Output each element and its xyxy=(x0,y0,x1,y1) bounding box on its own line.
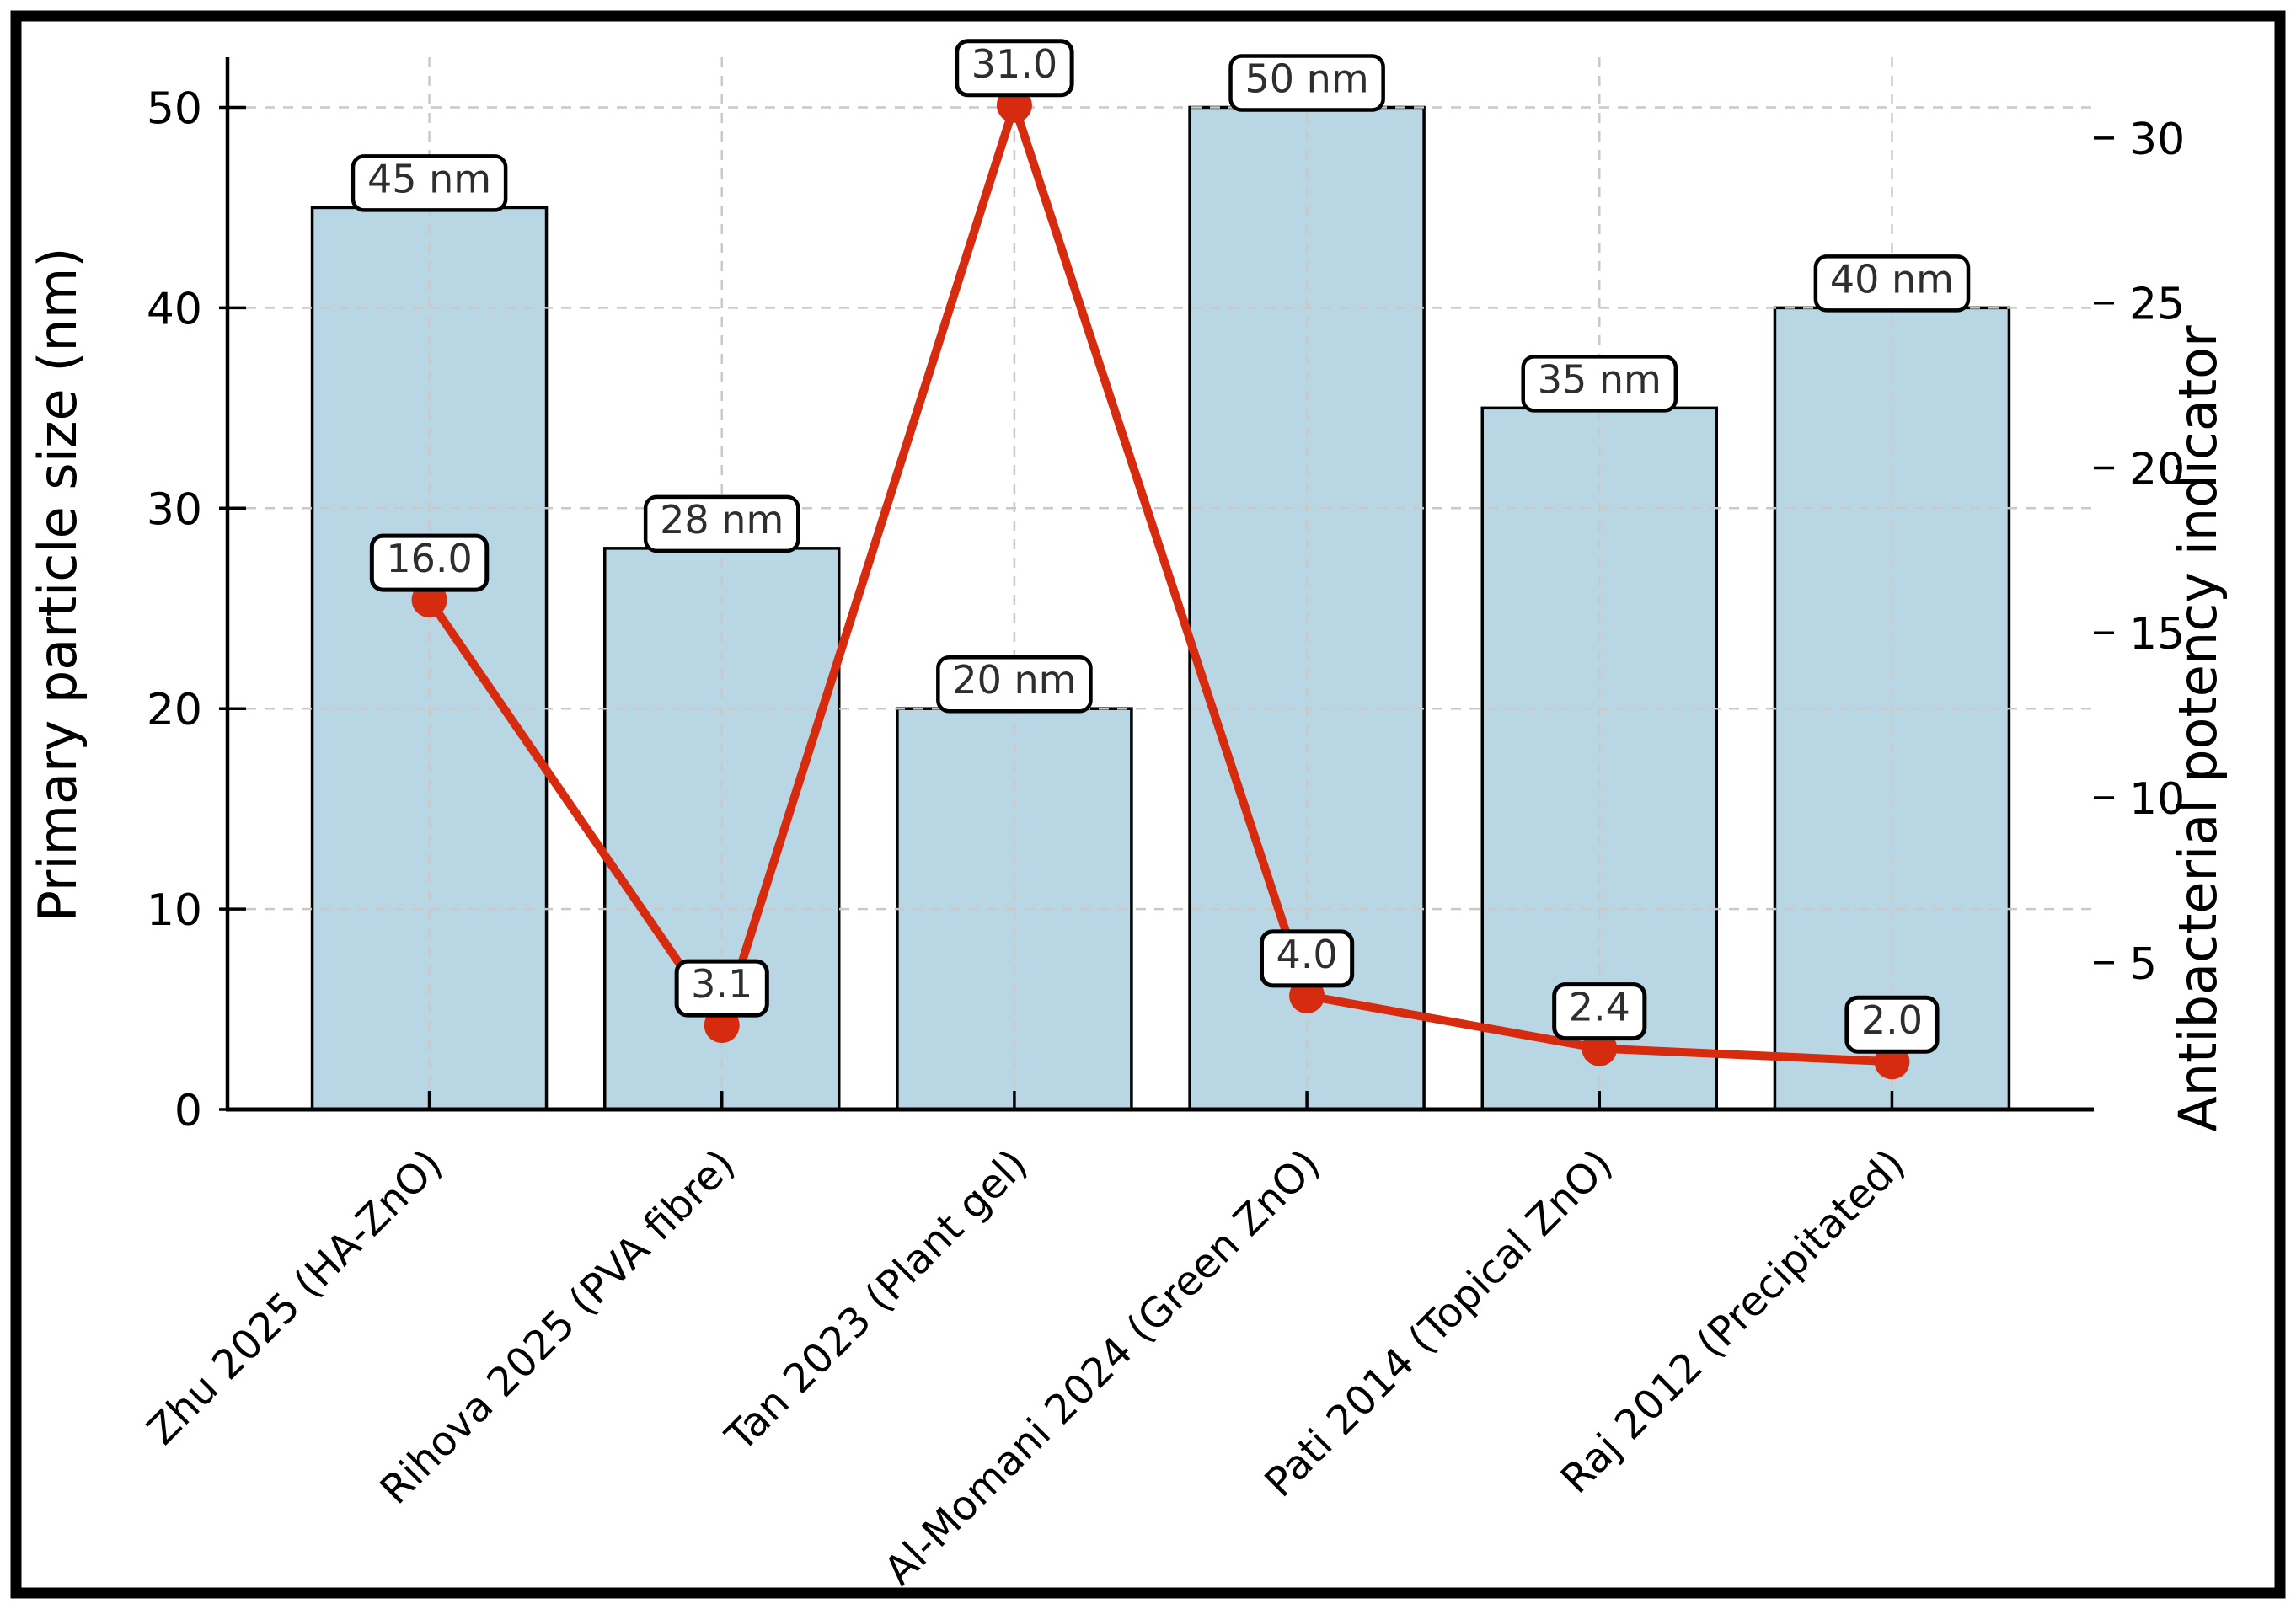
line-value-label-text: 4.0 xyxy=(1276,932,1338,977)
line-value-label-text: 2.4 xyxy=(1569,985,1630,1030)
left-axis-tick-label: 20 xyxy=(147,685,202,735)
value-labels-layer: 45 nm 28 nm 20 nm 50 nm 35 nm 40 nm 16.0 3.1 31.… xyxy=(351,39,1971,1054)
line-value-label-box xyxy=(1844,995,1940,1054)
bar-value-label-box xyxy=(1813,254,1971,313)
right-axis-tick-label: 25 xyxy=(2129,280,2185,330)
potency-line xyxy=(425,100,1897,1066)
right-axis-tick-label: 20 xyxy=(2129,444,2185,494)
bars-layer xyxy=(310,105,2011,1111)
bar-value-label-box xyxy=(1521,355,1678,413)
left-axis-tick-label: 30 xyxy=(147,484,202,535)
left-axis-title: Primary particle size (nm) xyxy=(27,248,88,922)
bar-value-label-text: 28 nm xyxy=(660,497,784,543)
bar-value-label-box xyxy=(643,494,800,553)
right-axis-tick-label: 5 xyxy=(2129,939,2157,990)
left-axis-tick-label: 50 xyxy=(147,83,202,134)
category-tick-label: Zhu 2025 (HA-ZnO) xyxy=(138,1141,452,1454)
line-value-label-text: 16.0 xyxy=(386,536,472,581)
line-value-label-box xyxy=(1552,982,1647,1041)
bar-value-label-text: 40 nm xyxy=(1830,256,1954,302)
line-value-label-box xyxy=(369,533,490,592)
bar-value-label-box xyxy=(1228,54,1385,112)
bar-value-label-text: 20 nm xyxy=(952,657,1076,703)
bar-value-label-text: 45 nm xyxy=(367,156,491,201)
category-tick-label: Pati 2014 (Topical ZnO) xyxy=(1255,1141,1621,1506)
right-axis-tick-label: 15 xyxy=(2129,609,2185,660)
bar-value-label-text: 50 nm xyxy=(1245,56,1369,101)
left-axis-tick-label: 0 xyxy=(174,1086,202,1136)
line-value-label-text: 3.1 xyxy=(691,961,752,1007)
line-value-label-text: 31.0 xyxy=(971,41,1057,87)
line-value-label-box xyxy=(1260,929,1355,988)
line-value-label-box xyxy=(955,39,1074,98)
bar-value-label-box xyxy=(351,154,508,212)
left-axis-tick-label: 40 xyxy=(147,284,202,334)
bar-value-label-box xyxy=(936,655,1093,714)
line-value-label-box xyxy=(674,959,769,1018)
bar-value-label-text: 35 nm xyxy=(1538,356,1662,402)
line-value-label-text: 2.0 xyxy=(1861,997,1923,1043)
right-axis-tick-label: 10 xyxy=(2129,774,2185,825)
right-axis-title: Antibacterial potency indicator xyxy=(2167,325,2229,1132)
right-axis-tick-label: 30 xyxy=(2129,115,2185,165)
category-tick-label: Raj 2012 (Precipitated) xyxy=(1552,1141,1914,1503)
gridlines-layer xyxy=(227,57,2094,1109)
figure-border xyxy=(10,10,2286,1599)
left-axis-tick-label: 10 xyxy=(147,885,202,936)
category-tick-label: Tan 2023 (Plant gel) xyxy=(716,1141,1036,1461)
